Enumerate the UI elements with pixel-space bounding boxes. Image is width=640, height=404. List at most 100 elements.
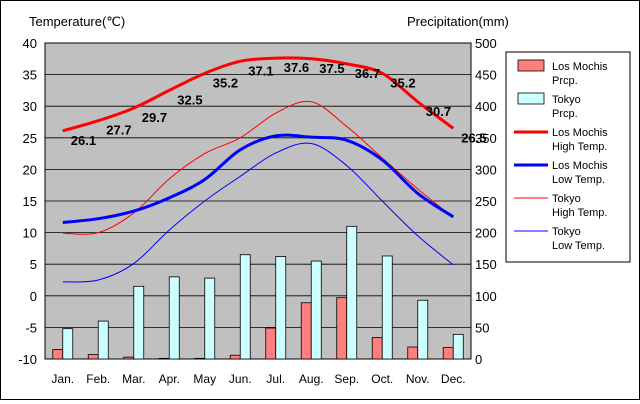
x-tick-label: May	[193, 372, 216, 386]
precipitation-bars	[52, 225, 464, 360]
left-tick-label: -10	[18, 352, 37, 367]
legend-swatch	[517, 59, 545, 72]
right-tick-label: 250	[475, 194, 497, 209]
left-tick-label: 5	[30, 257, 37, 272]
precip-bar	[158, 357, 170, 360]
legend-swatch	[517, 92, 545, 105]
right-tick-label: 0	[475, 352, 482, 367]
legend-label: Los Mochis	[552, 160, 608, 172]
precip-bar	[229, 354, 241, 360]
precip-bar	[265, 327, 277, 360]
temperature-line	[62, 56, 455, 133]
right-tick-label: 200	[475, 226, 497, 241]
right-tick-label: 450	[475, 68, 497, 83]
left-tick-label: 35	[23, 68, 37, 83]
legend-label: Tokyo	[552, 193, 581, 205]
left-tick-label: 30	[23, 99, 37, 114]
precip-bar	[168, 276, 180, 360]
precip-bar	[417, 299, 429, 360]
precip-bar	[239, 254, 251, 360]
x-tick-label: Feb.	[86, 372, 110, 386]
legend-label: High Temp.	[552, 207, 607, 219]
left-axis-ticks: -10 -5 0 5 10 15 20 25 30 35 40	[18, 36, 37, 367]
temperature-data-label: 27.7	[106, 123, 131, 138]
precip-bar	[97, 320, 109, 360]
data-labels: 26.1 27.7 29.7 32.5 35.2 37.1 37.6 37.5 36.7 35.2…	[71, 60, 487, 148]
right-tick-label: 300	[475, 162, 497, 177]
legend-label: High Temp.	[552, 141, 607, 153]
legend-label: Tokyo	[552, 226, 581, 238]
precip-bar	[336, 297, 348, 360]
x-tick-label: Jul.	[266, 372, 285, 386]
precip-bar	[452, 333, 464, 360]
precip-bar	[275, 256, 287, 360]
right-tick-label: 350	[475, 131, 497, 146]
temperature-data-label: 29.7	[142, 110, 167, 125]
legend-box	[505, 51, 631, 263]
left-tick-label: 15	[23, 194, 37, 209]
temperature-data-label: 26.1	[71, 133, 96, 148]
legend: Los Mochis Prcp. Tokyo Prcp. Los Mochis High …	[514, 59, 608, 252]
precip-bar	[371, 337, 383, 360]
x-tick-label: Aug.	[299, 372, 324, 386]
temperature-data-label: 37.1	[248, 63, 273, 78]
right-tick-label: 50	[475, 320, 489, 335]
left-tick-label: 20	[23, 162, 37, 177]
legend-label: Los Mochis	[552, 61, 608, 73]
precip-bar	[300, 302, 312, 360]
x-tick-label: Jan.	[51, 372, 74, 386]
temperature-data-label: 36.7	[355, 66, 380, 81]
precip-bar	[133, 285, 145, 360]
precip-bar	[194, 357, 206, 360]
temperature-line	[62, 133, 455, 224]
x-tick-label: Apr.	[159, 372, 180, 386]
right-tick-label: 150	[475, 257, 497, 272]
right-tick-label: 500	[475, 36, 497, 51]
legend-label: Low Temp.	[552, 174, 605, 186]
grid-lines	[45, 74, 471, 328]
precip-bar	[123, 356, 135, 360]
left-tick-label: 25	[23, 131, 37, 146]
left-tick-label: 10	[23, 226, 37, 241]
legend-label: Los Mochis	[552, 127, 608, 139]
temperature-line	[62, 142, 454, 283]
right-axis-ticks: 0 50 100 150 200 250 300 350 400 450 500	[475, 36, 497, 367]
legend-label: Prcp.	[552, 108, 578, 120]
x-axis-ticks: Jan. Feb. Mar. Apr. May Jun. Jul. Aug. Sep. Oct. N…	[51, 372, 465, 386]
left-tick-label: 0	[30, 289, 37, 304]
x-tick-label: Sep.	[334, 372, 359, 386]
temperature-data-label: 37.6	[284, 60, 309, 75]
x-tick-label: Dec.	[441, 372, 466, 386]
left-tick-label: 40	[23, 36, 37, 51]
precip-bar	[346, 225, 358, 360]
x-tick-label: Oct.	[371, 372, 393, 386]
left-axis-title: Temperature(℃)	[29, 14, 125, 29]
precip-bar	[381, 255, 393, 360]
legend-label: Tokyo	[552, 94, 581, 106]
precip-bar	[204, 277, 216, 360]
legend-label: Low Temp.	[552, 240, 605, 252]
precip-bar	[52, 349, 64, 360]
x-tick-label: Jun.	[229, 372, 252, 386]
right-tick-label: 400	[475, 99, 497, 114]
temperature-data-label: 26.5	[461, 130, 486, 145]
temperature-data-label: 30.7	[426, 104, 451, 119]
left-tick-label: -5	[25, 320, 37, 335]
precip-bar	[310, 260, 322, 360]
precip-bar	[407, 346, 419, 360]
right-axis-title: Precipitation(mm)	[407, 14, 509, 29]
legend-label: Prcp.	[552, 75, 578, 87]
precip-bar	[442, 347, 454, 360]
precip-bar	[87, 354, 99, 360]
temperature-lines	[62, 56, 455, 283]
x-tick-label: Nov.	[406, 372, 430, 386]
temperature-data-label: 32.5	[177, 92, 202, 107]
precip-bar	[62, 328, 74, 360]
right-tick-label: 100	[475, 289, 497, 304]
x-tick-label: Mar.	[122, 372, 145, 386]
temperature-data-label: 35.2	[213, 75, 238, 90]
temperature-data-label: 35.2	[390, 75, 415, 90]
temperature-data-label: 37.5	[319, 61, 344, 76]
